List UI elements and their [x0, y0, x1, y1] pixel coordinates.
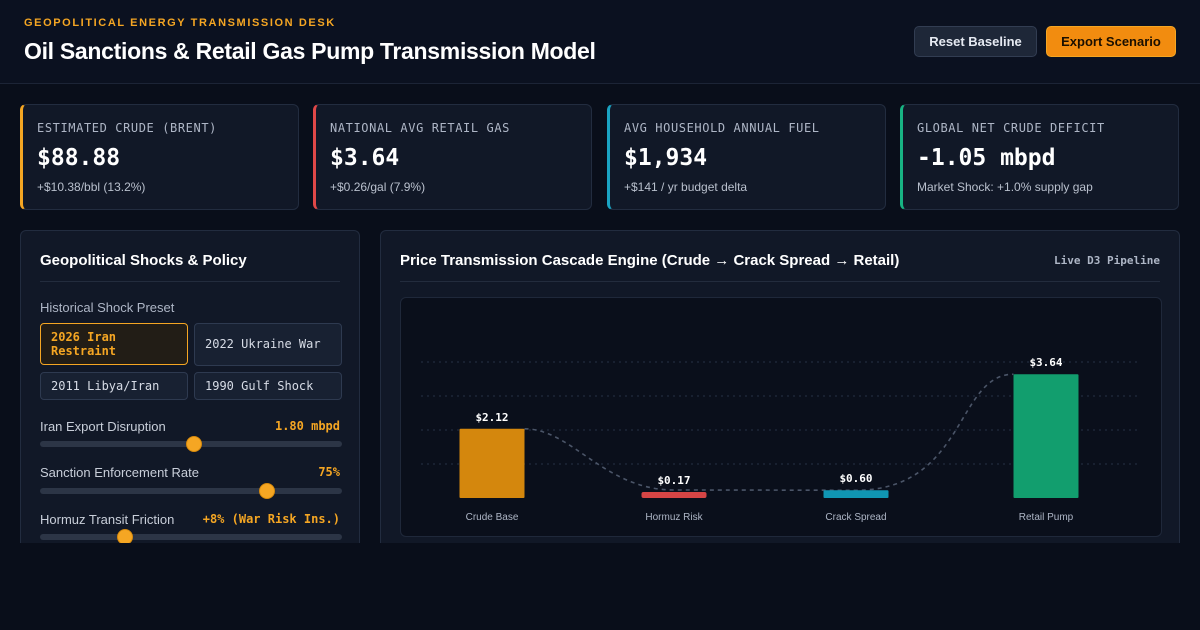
bar-crude-base	[459, 428, 525, 498]
slider-thumb[interactable]	[186, 436, 203, 452]
kpi-card-crude: ESTIMATED CRUDE (BRENT) $88.88 +$10.38/b…	[20, 104, 299, 210]
shocks-policy-panel: Geopolitical Shocks & Policy Historical …	[20, 230, 360, 543]
kpi-value: $3.64	[330, 145, 400, 171]
cascade-chart: $2.12 Crude Base $0.17 Hormuz Risk $0.60 Crac…	[400, 297, 1162, 537]
slider-value: +8% (War Risk Ins.)	[202, 512, 340, 526]
kpi-card-retail-gas: NATIONAL AVG RETAIL GAS $3.64 +$0.26/gal…	[313, 104, 592, 210]
slider-label: Hormuz Transit Friction	[40, 512, 175, 527]
export-scenario-button[interactable]: Export Scenario	[1046, 26, 1176, 57]
pipeline-tag: Live D3 Pipeline	[1054, 254, 1160, 267]
kpi-card-crude-deficit: GLOBAL NET CRUDE DEFICIT -1.05 mbpd Mark…	[900, 104, 1179, 210]
slider-label: Sanction Enforcement Rate	[40, 465, 199, 480]
data-label: $2.12	[475, 411, 508, 424]
kpi-label: GLOBAL NET CRUDE DEFICIT	[917, 121, 1105, 135]
preset-label: Historical Shock Preset	[40, 300, 175, 315]
preset-1990-gulf-shock[interactable]: 1990 Gulf Shock	[194, 372, 342, 400]
bar-crack-spread	[823, 490, 889, 498]
slider-thumb[interactable]	[116, 529, 133, 543]
kpi-card-household-fuel: AVG HOUSEHOLD ANNUAL FUEL $1,934 +$141 /…	[607, 104, 886, 210]
kpi-delta: +$10.38/bbl (13.2%)	[37, 180, 146, 194]
bar-hormuz-risk	[641, 492, 707, 498]
kpi-delta: +$0.26/gal (7.9%)	[330, 180, 426, 194]
kpi-value: $1,934	[624, 145, 708, 171]
category-label: Crack Spread	[825, 512, 886, 523]
bar-retail-pump	[1013, 374, 1079, 498]
data-label: $0.17	[657, 474, 690, 487]
divider	[400, 281, 1160, 282]
sanction-enforcement-slider[interactable]	[40, 483, 342, 499]
app-header: GEOPOLITICAL ENERGY TRANSMISSION DESK Oi…	[0, 0, 1200, 84]
kpi-label: AVG HOUSEHOLD ANNUAL FUEL	[624, 121, 820, 135]
desk-label: GEOPOLITICAL ENERGY TRANSMISSION DESK	[24, 17, 336, 29]
slider-value: 75%	[318, 465, 340, 479]
slider-value: 1.80 mbpd	[274, 419, 340, 433]
kpi-value: $88.88	[37, 145, 121, 171]
page-title: Oil Sanctions & Retail Gas Pump Transmis…	[24, 38, 596, 64]
data-label: $0.60	[839, 472, 872, 485]
panel-title: Geopolitical Shocks & Policy	[40, 252, 247, 269]
kpi-delta: Market Shock: +1.0% supply gap	[917, 180, 1093, 194]
cascade-engine-panel: Price Transmission Cascade Engine (Crude…	[380, 230, 1180, 543]
iran-export-disruption-slider[interactable]	[40, 436, 342, 452]
reset-baseline-button[interactable]: Reset Baseline	[914, 26, 1037, 57]
category-label: Retail Pump	[1019, 512, 1074, 523]
preset-2022-ukraine-war[interactable]: 2022 Ukraine War	[194, 323, 342, 366]
kpi-delta: +$141 / yr budget delta	[624, 180, 748, 194]
kpi-label: NATIONAL AVG RETAIL GAS	[330, 121, 510, 135]
category-label: Hormuz Risk	[645, 512, 703, 523]
slider-thumb[interactable]	[258, 483, 275, 499]
transmission-flow-line	[524, 373, 1014, 492]
cascade-chart-svg: $2.12 Crude Base $0.17 Hormuz Risk $0.60 Crac…	[421, 356, 1141, 523]
preset-2011-libya-iran[interactable]: 2011 Libya/Iran	[40, 372, 188, 400]
divider	[40, 281, 340, 282]
kpi-label: ESTIMATED CRUDE (BRENT)	[37, 121, 217, 135]
preset-2026-iran-restraint[interactable]: 2026 Iran Restraint	[40, 323, 188, 365]
panel-title: Price Transmission Cascade Engine (Crude…	[400, 252, 900, 269]
kpi-value: -1.05 mbpd	[917, 145, 1056, 171]
data-label: $3.64	[1029, 356, 1062, 369]
hormuz-transit-friction-slider[interactable]	[40, 529, 342, 543]
slider-label: Iran Export Disruption	[40, 419, 166, 434]
category-label: Crude Base	[466, 512, 519, 523]
